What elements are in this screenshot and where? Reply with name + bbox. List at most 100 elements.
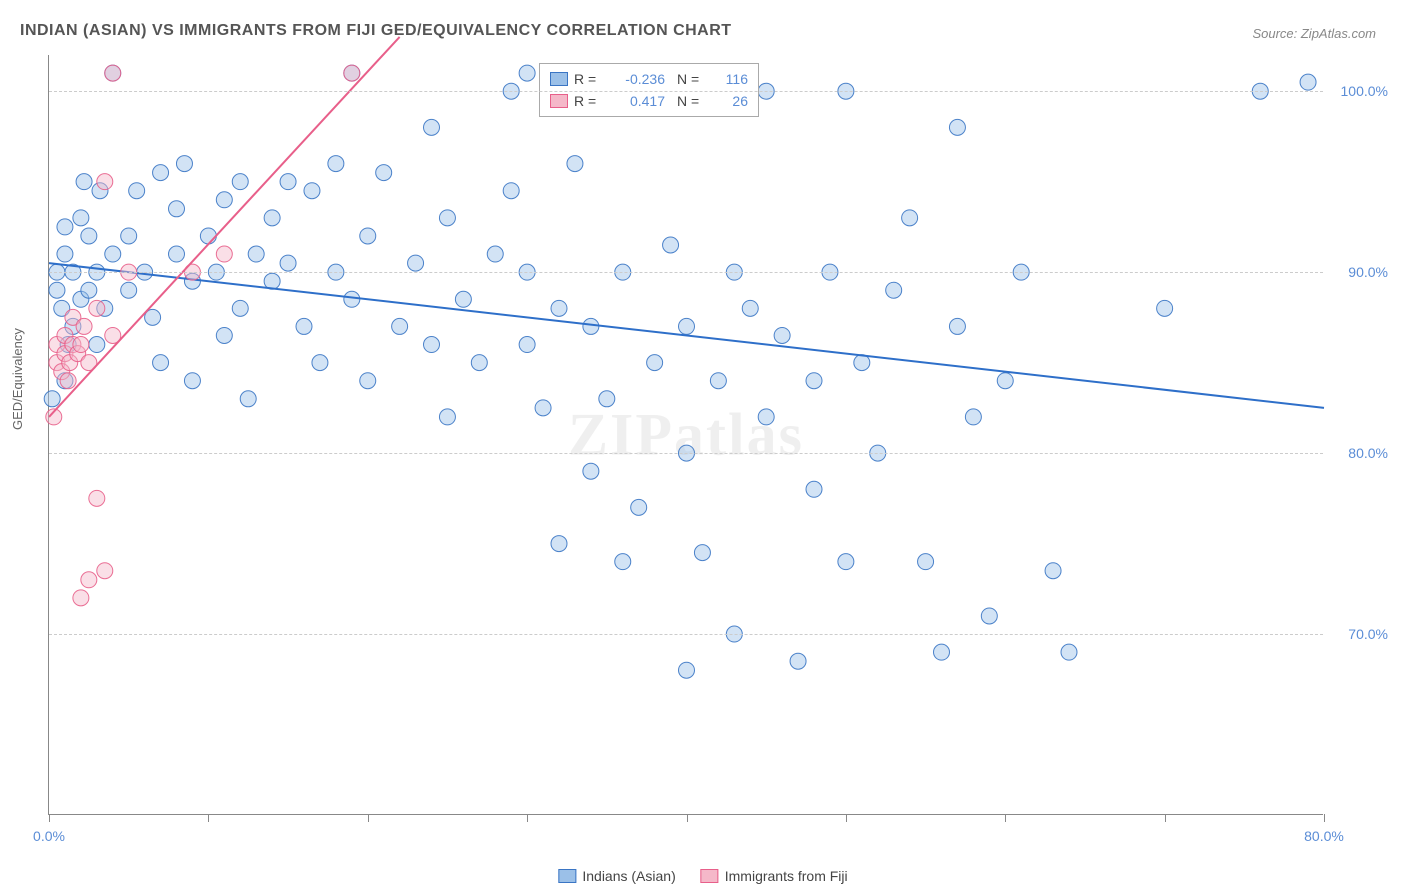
y-tick-label: 100.0% (1341, 83, 1388, 99)
data-point (296, 318, 312, 334)
legend-swatch (550, 72, 568, 86)
data-point (73, 590, 89, 606)
legend-item: Immigrants from Fiji (701, 868, 848, 884)
data-point (89, 337, 105, 353)
data-point (965, 409, 981, 425)
x-tick-label: 80.0% (1304, 828, 1344, 844)
data-point (949, 119, 965, 135)
chart-title: INDIAN (ASIAN) VS IMMIGRANTS FROM FIJI G… (20, 22, 732, 40)
data-point (886, 282, 902, 298)
data-point (81, 282, 97, 298)
x-tick (527, 814, 528, 822)
legend-stat-row: R = 0.417 N = 26 (550, 90, 748, 112)
legend-n-value: 26 (713, 93, 748, 109)
y-tick-label: 90.0% (1348, 264, 1388, 280)
legend-swatch (550, 94, 568, 108)
data-point (535, 400, 551, 416)
x-tick (1324, 814, 1325, 822)
data-point (439, 210, 455, 226)
data-point (73, 210, 89, 226)
legend-r-label: R = (574, 93, 604, 109)
gridline (49, 634, 1323, 635)
data-point (583, 318, 599, 334)
data-point (742, 300, 758, 316)
data-point (304, 183, 320, 199)
legend-stats: R = -0.236 N = 116 R = 0.417 N = 26 (539, 63, 759, 117)
legend-r-value: -0.236 (610, 71, 665, 87)
data-point (997, 373, 1013, 389)
data-point (1157, 300, 1173, 316)
data-point (455, 291, 471, 307)
data-point (1061, 644, 1077, 660)
data-point (663, 237, 679, 253)
data-point (439, 409, 455, 425)
data-point (981, 608, 997, 624)
data-point (647, 355, 663, 371)
legend-r-value: 0.417 (610, 93, 665, 109)
source-attribution: Source: ZipAtlas.com (1252, 26, 1376, 41)
data-point (551, 536, 567, 552)
gridline (49, 453, 1323, 454)
data-point (280, 255, 296, 271)
data-point (153, 355, 169, 371)
x-tick (208, 814, 209, 822)
data-point (105, 246, 121, 262)
data-point (838, 554, 854, 570)
data-point (519, 65, 535, 81)
trend-line (49, 263, 1324, 408)
legend-n-value: 116 (713, 71, 748, 87)
data-point (232, 174, 248, 190)
data-point (694, 545, 710, 561)
data-point (615, 554, 631, 570)
data-point (806, 481, 822, 497)
legend-n-label: N = (677, 93, 707, 109)
data-point (60, 373, 76, 389)
gridline (49, 91, 1323, 92)
data-point (76, 174, 92, 190)
legend-item: Indians (Asian) (558, 868, 675, 884)
data-point (280, 174, 296, 190)
data-point (73, 337, 89, 353)
data-point (902, 210, 918, 226)
data-point (81, 572, 97, 588)
data-point (312, 355, 328, 371)
data-point (949, 318, 965, 334)
data-point (519, 337, 535, 353)
data-point (631, 499, 647, 515)
data-point (583, 463, 599, 479)
x-tick (49, 814, 50, 822)
data-point (169, 246, 185, 262)
data-point (57, 219, 73, 235)
legend-label: Indians (Asian) (582, 868, 675, 884)
legend-r-label: R = (574, 71, 604, 87)
data-point (679, 318, 695, 334)
data-point (710, 373, 726, 389)
x-tick (846, 814, 847, 822)
plot-area: ZIPatlas R =-0.236N =116R =0.417N =26 70… (48, 55, 1323, 815)
data-point (57, 246, 73, 262)
data-point (89, 490, 105, 506)
data-point (81, 228, 97, 244)
data-point (471, 355, 487, 371)
y-tick-label: 70.0% (1348, 626, 1388, 642)
x-tick (368, 814, 369, 822)
data-point (424, 337, 440, 353)
data-point (200, 228, 216, 244)
data-point (408, 255, 424, 271)
data-point (934, 644, 950, 660)
y-axis-label: GED/Equivalency (10, 328, 25, 430)
x-tick (1165, 814, 1166, 822)
data-point (105, 65, 121, 81)
data-point (49, 282, 65, 298)
data-point (232, 300, 248, 316)
data-point (503, 183, 519, 199)
y-tick-label: 80.0% (1348, 445, 1388, 461)
data-point (129, 183, 145, 199)
x-tick (687, 814, 688, 822)
x-tick-label: 0.0% (33, 828, 65, 844)
data-point (790, 653, 806, 669)
data-point (1300, 74, 1316, 90)
data-point (97, 563, 113, 579)
data-point (328, 156, 344, 172)
data-point (121, 228, 137, 244)
